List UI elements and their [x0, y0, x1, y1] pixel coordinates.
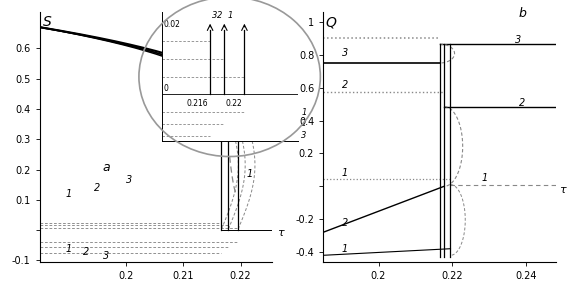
Text: S: S — [43, 15, 51, 29]
Text: 1: 1 — [342, 244, 348, 254]
Text: 0.216: 0.216 — [186, 99, 208, 108]
Text: 1: 1 — [66, 244, 72, 254]
Text: 3: 3 — [301, 131, 307, 140]
Text: Q: Q — [325, 15, 336, 29]
Text: 1: 1 — [246, 169, 252, 179]
Text: 3: 3 — [103, 251, 109, 261]
Text: 2: 2 — [301, 119, 307, 128]
Text: 3: 3 — [197, 118, 204, 128]
Text: 3: 3 — [515, 35, 521, 45]
Text: 0.02: 0.02 — [164, 20, 181, 29]
Text: b: b — [519, 7, 527, 20]
Text: 2: 2 — [217, 11, 222, 20]
Text: 2: 2 — [342, 80, 348, 91]
Text: 1: 1 — [66, 189, 72, 199]
Text: 3: 3 — [126, 175, 132, 185]
Text: 2: 2 — [342, 218, 348, 228]
Text: 2: 2 — [94, 183, 100, 193]
Text: 1: 1 — [342, 168, 348, 178]
Text: 2: 2 — [83, 247, 89, 257]
Text: 0: 0 — [164, 85, 169, 94]
Text: τ: τ — [277, 228, 284, 237]
Text: 2: 2 — [519, 98, 525, 108]
Text: τ: τ — [558, 185, 565, 195]
Text: 1: 1 — [227, 11, 233, 20]
Text: a: a — [103, 161, 111, 174]
Text: 3: 3 — [212, 11, 218, 20]
Text: 3: 3 — [342, 48, 348, 58]
Text: 0.22: 0.22 — [225, 99, 242, 108]
Text: 1: 1 — [482, 173, 488, 183]
Text: 1: 1 — [301, 107, 307, 116]
